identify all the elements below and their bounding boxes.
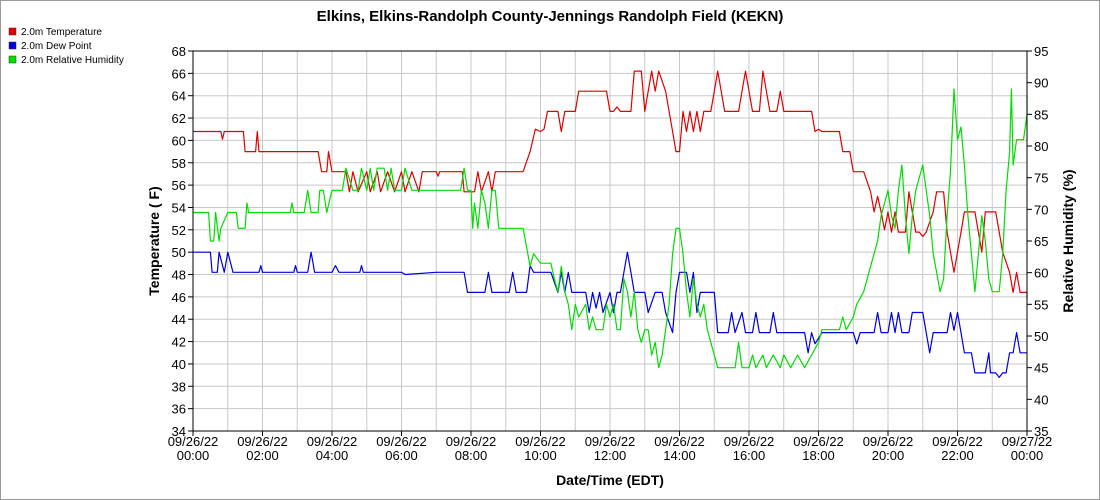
y-tick-label: 46 bbox=[172, 290, 186, 305]
x-tick-label: 09/26/22 22:00 bbox=[932, 434, 983, 463]
x-axis: 09/26/22 00:00 09/26/22 02:00 09/26/22 04:00 0… bbox=[168, 431, 1053, 463]
x-tick-label: 09/26/22 00:00 bbox=[168, 434, 219, 463]
y-tick-label: 48 bbox=[172, 268, 186, 283]
y2-tick-label: 80 bbox=[1034, 139, 1048, 154]
legend-label: 2.0m Relative Humidity bbox=[21, 55, 124, 66]
y2-tick-label: 70 bbox=[1034, 202, 1048, 217]
y-tick-label: 62 bbox=[172, 111, 186, 126]
legend-swatch bbox=[8, 55, 17, 64]
y-tick-label: 44 bbox=[172, 312, 186, 327]
y2-tick-label: 40 bbox=[1034, 392, 1048, 407]
y-tick-label: 60 bbox=[172, 133, 186, 148]
y2-axis-label: Relative Humidity (%) bbox=[1060, 169, 1076, 312]
y-tick-label: 34 bbox=[172, 424, 186, 439]
legend-swatch bbox=[8, 41, 17, 50]
x-tick-label: 09/27/22 00:00 bbox=[1002, 434, 1053, 463]
legend-label: 2.0m Dew Point bbox=[21, 41, 92, 52]
x-tick-label: 09/26/22 20:00 bbox=[863, 434, 914, 463]
x-tick-label: 09/26/22 02:00 bbox=[237, 434, 288, 463]
series-line-2-0m-dew-point bbox=[193, 251, 1027, 378]
y2-tick-label: 50 bbox=[1034, 329, 1048, 344]
series-line-2-0m-temperature bbox=[193, 70, 1028, 300]
y-axis-left: 34 36 38 40 42 44 46 48 50 52 54 56 58 60 62 64 66 68 bbox=[172, 44, 193, 439]
x-tick-label: 09/26/22 06:00 bbox=[376, 434, 427, 463]
x-tick-label: 09/26/22 10:00 bbox=[515, 434, 566, 463]
y2-tick-label: 35 bbox=[1034, 424, 1048, 439]
y-tick-label: 38 bbox=[172, 379, 186, 394]
x-tick-label: 09/26/22 04:00 bbox=[307, 434, 358, 463]
x-tick-label: 09/26/22 16:00 bbox=[724, 434, 775, 463]
x-tick-label: 09/26/22 12:00 bbox=[585, 434, 636, 463]
y-tick-label: 42 bbox=[172, 335, 186, 350]
y-tick-label: 52 bbox=[172, 223, 186, 238]
y-tick-label: 68 bbox=[172, 44, 186, 59]
series-line-2-0m-relative-humidity bbox=[193, 88, 1028, 369]
y2-tick-label: 95 bbox=[1034, 44, 1048, 59]
y-tick-label: 36 bbox=[172, 402, 186, 417]
x-tick-label: 09/26/22 18:00 bbox=[793, 434, 844, 463]
x-axis-label: Date/Time (EDT) bbox=[556, 472, 664, 488]
y-tick-label: 64 bbox=[172, 89, 186, 104]
legend-swatch bbox=[8, 27, 17, 36]
y-axis-label: Temperature ( F) bbox=[146, 186, 162, 295]
x-tick-label: 09/26/22 14:00 bbox=[654, 434, 705, 463]
y-tick-label: 54 bbox=[172, 200, 186, 215]
y-axis-right: 35 40 45 50 55 60 65 70 75 80 85 90 95 bbox=[1027, 44, 1048, 439]
y2-tick-label: 85 bbox=[1034, 107, 1048, 122]
y-tick-label: 40 bbox=[172, 357, 186, 372]
y2-tick-label: 90 bbox=[1034, 76, 1048, 91]
y2-tick-label: 65 bbox=[1034, 234, 1048, 249]
series-layer bbox=[193, 70, 1028, 378]
y2-tick-label: 60 bbox=[1034, 266, 1048, 281]
y-tick-label: 66 bbox=[172, 66, 186, 81]
legend: 2.0m Temperature 2.0m Dew Point 2.0m Relat… bbox=[8, 27, 124, 66]
y-tick-label: 56 bbox=[172, 178, 186, 193]
y-tick-label: 50 bbox=[172, 245, 186, 260]
y-tick-label: 58 bbox=[172, 156, 186, 171]
chart-title: Elkins, Elkins-Randolph County-Jennings … bbox=[317, 8, 784, 25]
y2-tick-label: 45 bbox=[1034, 361, 1048, 376]
legend-label: 2.0m Temperature bbox=[21, 27, 102, 38]
y2-tick-label: 75 bbox=[1034, 171, 1048, 186]
x-tick-label: 09/26/22 08:00 bbox=[446, 434, 497, 463]
y2-tick-label: 55 bbox=[1034, 297, 1048, 312]
